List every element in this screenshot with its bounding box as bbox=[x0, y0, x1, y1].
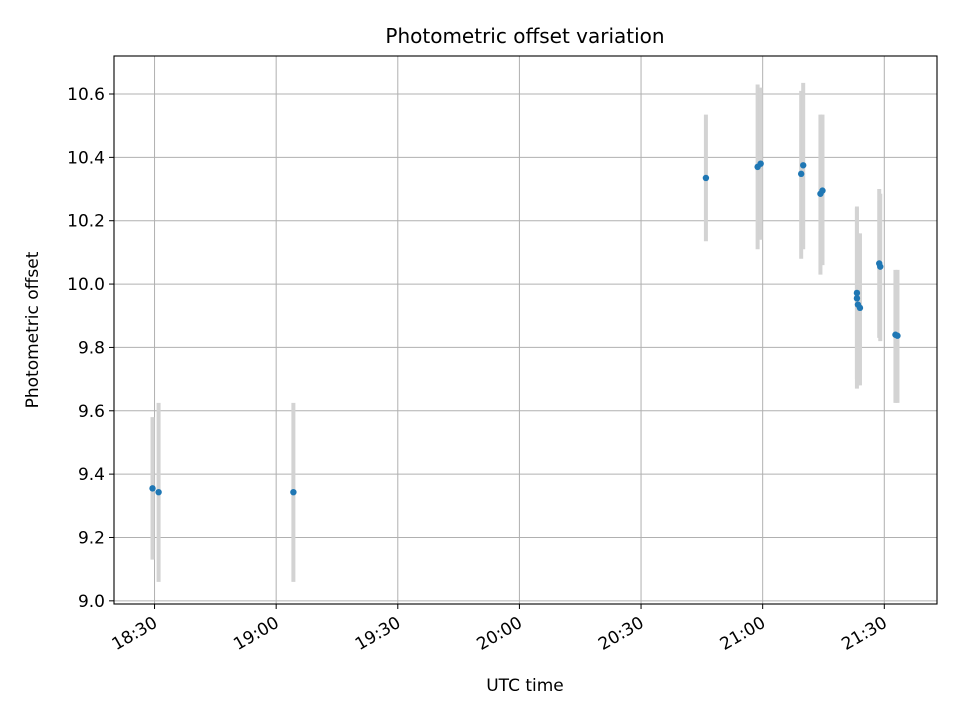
data-point bbox=[877, 263, 884, 270]
y-tick-label: 9.0 bbox=[78, 592, 105, 612]
data-point bbox=[797, 170, 805, 178]
data-point bbox=[800, 162, 807, 169]
y-tick-label: 9.8 bbox=[78, 338, 105, 358]
data-point bbox=[853, 295, 861, 302]
data-point bbox=[894, 332, 901, 339]
data-point bbox=[856, 304, 864, 312]
y-axis-ticks: 9.0 9.2 9.4 9.6 9.8 10.0 10.2 10.4 10.6 bbox=[67, 85, 114, 612]
y-tick-label: 9.4 bbox=[78, 465, 105, 485]
y-tick-label: 10.0 bbox=[67, 275, 105, 295]
point-layer bbox=[149, 160, 901, 496]
x-axis-label: UTC time bbox=[486, 676, 564, 696]
y-tick-label: 9.2 bbox=[78, 528, 105, 548]
data-point bbox=[290, 488, 297, 496]
data-point bbox=[757, 160, 764, 167]
y-tick-label: 10.4 bbox=[67, 148, 105, 168]
data-point bbox=[819, 187, 826, 194]
y-tick-label: 10.2 bbox=[67, 212, 105, 232]
plot-frame bbox=[113, 55, 938, 605]
data-point bbox=[155, 488, 162, 496]
y-tick-label: 10.6 bbox=[67, 85, 105, 105]
y-axis-label: Photometric offset bbox=[23, 251, 43, 408]
data-point bbox=[149, 485, 156, 492]
y-tick-label: 9.6 bbox=[78, 402, 105, 422]
data-point bbox=[702, 174, 710, 182]
chart-title: Photometric offset variation bbox=[385, 24, 664, 48]
data-point bbox=[853, 289, 861, 297]
